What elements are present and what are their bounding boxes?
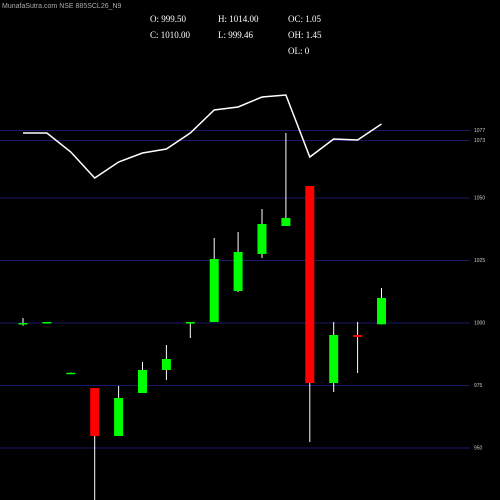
y-tick-label: 1025 <box>474 258 485 264</box>
candle-body <box>114 398 124 436</box>
info-text: OC: 1.05 <box>288 14 322 24</box>
y-tick-label: 1050 <box>474 195 485 201</box>
info-text: H: 1014.00 <box>218 14 259 24</box>
info-text: OL: 0 <box>288 46 310 56</box>
candle-body <box>90 388 100 436</box>
candle-body <box>377 298 386 325</box>
candle-body <box>329 335 339 383</box>
y-tick-label: 975 <box>474 383 483 389</box>
chart-title: MunafaSutra.com NSE 885SCL26_N9 <box>2 3 122 10</box>
candle-body <box>233 252 243 291</box>
y-tick-label: 1000 <box>474 320 485 326</box>
candle-body <box>305 186 315 383</box>
y-tick-label: 950 <box>474 445 483 451</box>
candle-body <box>161 359 171 370</box>
y-tick-label: 1077 <box>474 128 485 134</box>
candle-body <box>18 323 28 325</box>
candle-body <box>257 224 267 254</box>
info-text: C: 1010.00 <box>150 30 191 40</box>
candle-body <box>353 335 363 337</box>
candle-body <box>209 259 219 322</box>
y-tick-label: 1073 <box>474 138 485 144</box>
candle-body <box>66 372 76 375</box>
candle-body <box>281 218 291 226</box>
overlay-line <box>23 94 382 179</box>
candle-body <box>185 322 195 324</box>
info-text: OH: 1.45 <box>288 30 322 40</box>
candle-body <box>42 322 52 324</box>
info-text: O: 999.50 <box>150 14 187 24</box>
candle-body <box>138 370 147 393</box>
info-text: L: 999.46 <box>218 30 253 40</box>
